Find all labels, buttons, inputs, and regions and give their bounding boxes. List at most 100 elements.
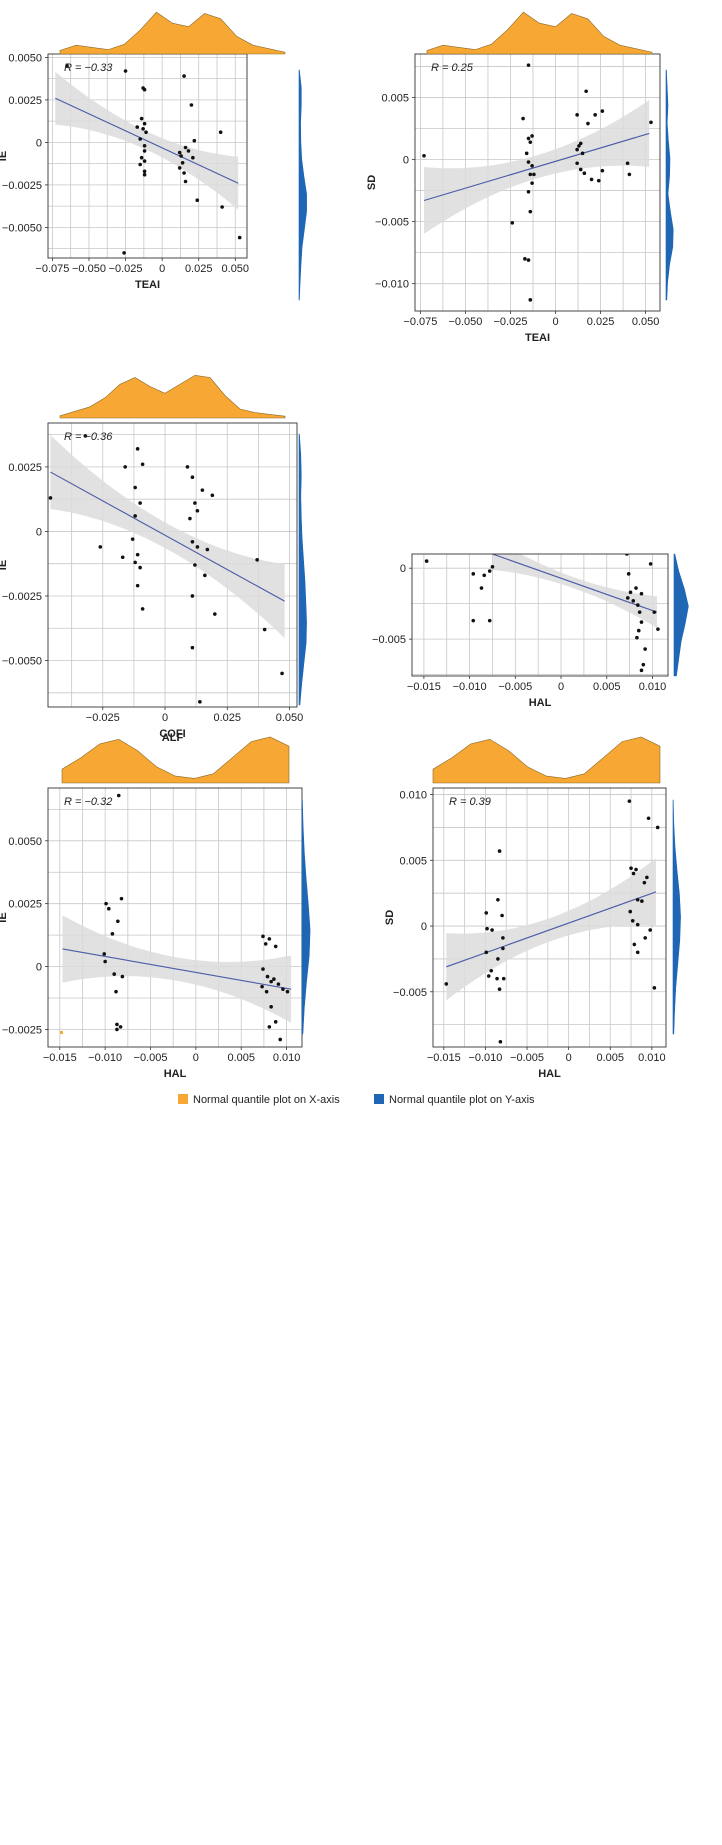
data-point-30 [267, 1025, 272, 1029]
y-tick-label: 0.0025 [8, 899, 42, 911]
x-tick-label: 0.005 [596, 1052, 624, 1064]
y-density-curve-3 [673, 553, 689, 677]
x-tick-label: 0 [552, 316, 558, 328]
y-tick-label: 0 [403, 155, 409, 167]
data-point-23 [276, 982, 281, 986]
data-point-13 [118, 1025, 123, 1029]
data-point-24 [260, 984, 264, 989]
data-point-11 [114, 989, 118, 994]
y-tick-label: −0.005 [393, 987, 427, 999]
y-tick-label: 0.010 [399, 790, 427, 802]
data-point-27 [183, 179, 188, 184]
data-point-32 [596, 178, 601, 183]
x-density-curve-4 [61, 736, 290, 784]
data-points [65, 64, 242, 255]
data-points [48, 434, 284, 704]
data-point-35 [198, 700, 202, 704]
data-point-14 [528, 209, 533, 214]
data-point-36 [649, 120, 653, 125]
x-tick-label: 0.010 [638, 1052, 666, 1064]
x-tick-label: −0.025 [494, 316, 528, 328]
data-point-23 [600, 109, 605, 113]
data-point-5 [119, 896, 124, 901]
data-point-7 [490, 928, 494, 932]
data-point-32 [288, 1048, 292, 1052]
legend-swatch-y [374, 1094, 384, 1104]
scatter-panel-6: −0.015 −0.010 −0.005 0 0.005 0.010 −0.005 0 0.00… [384, 736, 681, 1080]
data-point-14 [138, 565, 142, 570]
data-point-16 [140, 607, 145, 611]
data-point-10 [528, 172, 533, 177]
x-tick-label: 0.010 [273, 1052, 301, 1064]
data-point-33 [600, 168, 605, 173]
data-point-25 [177, 166, 182, 170]
data-point-12 [133, 560, 137, 565]
x-tick-label: −0.075 [35, 263, 69, 275]
x-tick-label: 0 [162, 712, 168, 724]
data-point-32 [648, 928, 652, 932]
data-point-20 [265, 974, 270, 979]
data-point-28 [269, 1004, 273, 1009]
y-tick-label: −0.005 [372, 634, 406, 646]
data-point-21 [269, 979, 273, 984]
data-point-5 [490, 564, 495, 569]
y-density-curve-1 [665, 69, 674, 301]
x-tick-label: 0 [566, 1052, 572, 1064]
data-point-17 [637, 610, 642, 614]
data-point-29 [190, 594, 195, 598]
data-point-2 [104, 901, 108, 906]
data-point-7 [135, 125, 140, 129]
data-point-8 [103, 959, 107, 964]
data-point-22 [195, 508, 200, 513]
data-point-18 [190, 475, 195, 480]
data-point-34 [190, 645, 195, 650]
confidence-band [492, 554, 657, 628]
x-tick-label: −0.010 [468, 1052, 502, 1064]
regression-line [492, 554, 658, 613]
data-point-9 [484, 950, 489, 955]
y-tick-label: 0 [36, 526, 42, 538]
y-axis-title: IE [0, 560, 9, 570]
data-point-4 [484, 911, 489, 915]
data-point-11 [144, 130, 148, 134]
data-point-15 [261, 934, 265, 939]
data-point-12 [138, 137, 142, 141]
data-point-25 [195, 545, 200, 549]
x-tick-label: −0.050 [72, 263, 106, 275]
data-point-33 [646, 816, 651, 821]
data-point-23 [186, 149, 191, 153]
x-axis-title: HAL [164, 1068, 187, 1080]
data-point-19 [200, 488, 205, 492]
x-tick-label: −0.050 [448, 316, 482, 328]
x-tick-label: 0.025 [185, 263, 213, 275]
scatter-panel-2: −0.075 −0.050 −0.025 0 0.025 0.050 −0.010 −0.00… [366, 11, 674, 344]
data-point-17 [185, 465, 190, 469]
data-point-4 [135, 447, 140, 451]
data-points [102, 793, 292, 1052]
data-point-6 [479, 586, 484, 590]
data-point-18 [528, 298, 533, 302]
data-point-3 [106, 906, 111, 911]
data-point-32 [262, 627, 267, 632]
data-point-27 [630, 918, 635, 923]
data-point-21 [631, 871, 636, 876]
x-tick-label: −0.015 [407, 681, 441, 693]
data-point-11 [532, 172, 536, 177]
x-tick-label: 0.010 [639, 681, 667, 693]
y-density-curve-0 [298, 69, 307, 301]
data-point-29 [273, 1020, 278, 1024]
data-point-25 [640, 899, 644, 903]
data-point-23 [188, 516, 192, 521]
data-point-33 [237, 235, 242, 240]
regression-line [446, 891, 657, 968]
y-tick-label: −0.0025 [2, 1024, 42, 1036]
x-axis-title: TEAI [135, 279, 160, 291]
data-point-1 [65, 64, 69, 68]
data-point-10 [626, 572, 631, 576]
x-tick-label: 0.025 [587, 316, 615, 328]
data-point-9 [142, 121, 147, 126]
data-point-1 [116, 793, 121, 798]
x-tick-label: 0.005 [593, 681, 621, 693]
